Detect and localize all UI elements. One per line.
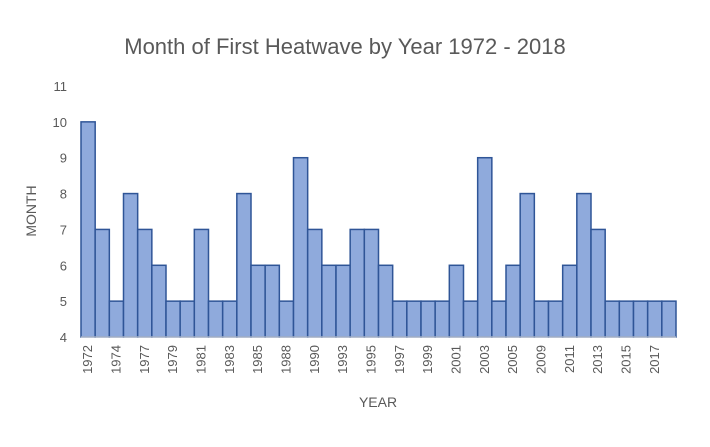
x-tick-label: 1995 (363, 345, 378, 374)
x-tick-label: 1988 (278, 345, 293, 374)
bar-2016 (632, 300, 649, 338)
bar-1974 (108, 300, 125, 338)
bar-1973 (94, 228, 111, 338)
x-tick-label: 1990 (307, 345, 322, 374)
x-tick-label: 1977 (137, 345, 152, 374)
bar-1990 (306, 228, 323, 338)
bar-1995 (363, 228, 380, 338)
bar-1988 (278, 300, 295, 338)
bar-1979 (165, 300, 181, 338)
x-axis-title: YEAR (359, 394, 397, 410)
x-tick-label: 2017 (647, 345, 662, 374)
bar-2014 (604, 300, 621, 338)
bar-2017 (646, 300, 663, 338)
bar-2002 (462, 300, 479, 338)
bar-1998 (406, 300, 422, 338)
y-axis-title: MONTH (23, 185, 39, 236)
x-tick-label: 1972 (80, 345, 95, 374)
y-tick-label: 7 (60, 222, 67, 237)
bar-1989 (292, 156, 309, 338)
bar-1993 (335, 264, 351, 338)
x-tick-label: 2011 (562, 345, 577, 373)
bar-2004 (491, 300, 507, 338)
bar-2015 (618, 300, 635, 338)
x-tick-label: 1974 (108, 345, 123, 374)
y-tick-label: 11 (54, 79, 68, 94)
bar-2018 (661, 300, 677, 338)
bar-1977 (136, 228, 153, 338)
y-ticks-layer: 4 5 6 7 8 9 10 11 (53, 79, 67, 345)
bar-1981 (193, 228, 210, 338)
bar-2008 (519, 192, 536, 338)
x-tick-label: 2003 (477, 345, 492, 374)
bar-2010 (547, 300, 564, 338)
x-ticks-layer: 1972 1974 1977 1979 1981 1983 1985 1988 1990 1993… (80, 345, 662, 374)
y-tick-label: 9 (60, 151, 67, 166)
bar-1985 (250, 264, 266, 338)
bar-1976 (122, 192, 139, 338)
x-tick-label: 1983 (222, 345, 237, 374)
x-tick-label: 2013 (590, 345, 605, 374)
x-tick-label: 1981 (193, 345, 208, 374)
bar-1983 (221, 300, 238, 338)
bar-2005 (505, 264, 521, 338)
x-tick-label: 2005 (505, 345, 520, 374)
bar-2013 (590, 228, 606, 338)
bar-1997 (391, 300, 408, 338)
bar-1982 (207, 300, 224, 338)
y-tick-label: 10 (53, 115, 67, 130)
y-tick-label: 8 (60, 187, 67, 202)
y-tick-label: 6 (60, 258, 67, 273)
x-tick-label: 1993 (335, 345, 350, 374)
x-tick-label: 1979 (165, 345, 180, 374)
bar-2009 (533, 300, 550, 338)
bar-1996 (377, 264, 394, 338)
bar-1972 (80, 121, 96, 338)
x-tick-label: 2009 (533, 345, 548, 374)
x-tick-label: 2001 (448, 345, 463, 374)
bar-1994 (349, 228, 366, 338)
bar-1978 (151, 264, 167, 338)
bar-2012 (576, 192, 592, 338)
x-tick-label: 2015 (618, 345, 633, 374)
bar-2003 (476, 156, 493, 338)
bar-1992 (321, 264, 337, 338)
bar-1980 (179, 300, 196, 338)
bar-1984 (236, 192, 252, 338)
bars-layer (80, 121, 677, 338)
bar-1986 (264, 264, 281, 338)
bar-2001 (448, 264, 465, 338)
x-tick-label: 1999 (420, 345, 435, 374)
bar-1999 (420, 300, 436, 338)
x-tick-label: 1997 (392, 345, 407, 374)
y-tick-label: 4 (60, 330, 67, 345)
chart-title: Month of First Heatwave by Year 1972 - 2… (124, 34, 565, 59)
y-tick-label: 5 (60, 294, 67, 309)
bar-2011 (561, 264, 578, 338)
bar-2000 (434, 300, 451, 338)
x-tick-label: 1985 (250, 345, 265, 374)
